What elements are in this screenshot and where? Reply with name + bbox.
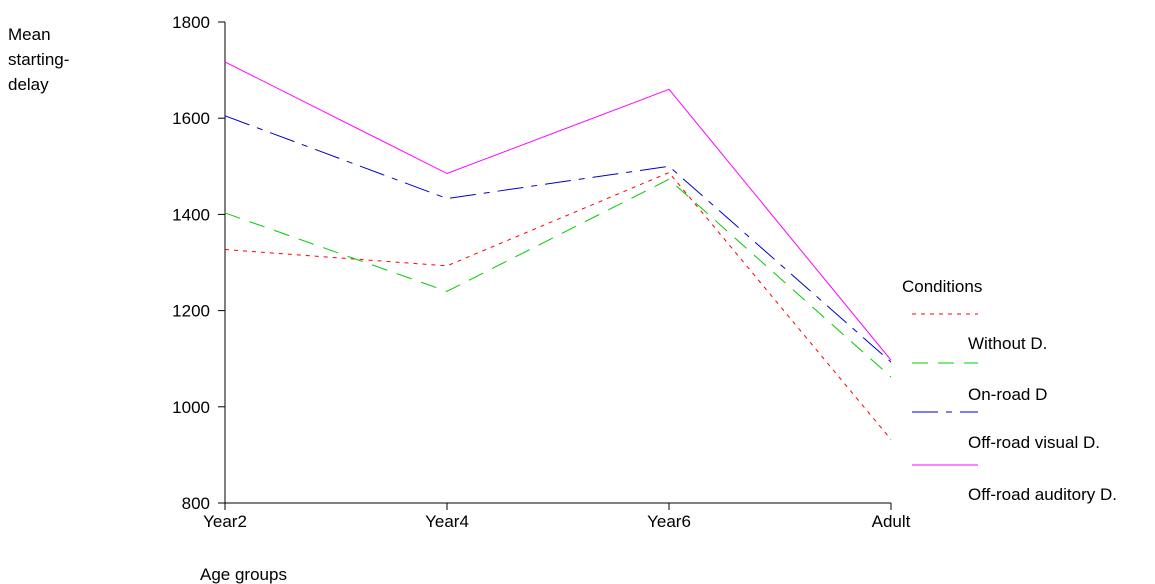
y-axis-label-line-2: starting- <box>8 50 69 69</box>
x-tick-label: Year6 <box>647 512 691 531</box>
series-line-4 <box>224 61 892 361</box>
plot-series <box>224 61 892 440</box>
x-axis-label: Age groups <box>200 565 287 584</box>
legend-title: Conditions <box>902 277 982 296</box>
y-tick-label: 1400 <box>172 205 210 224</box>
y-tick-label: 1000 <box>172 398 210 417</box>
legend: Conditions Without D. On-road D Off-road… <box>902 277 1117 504</box>
legend-label-on-road-d: On-road D <box>968 385 1047 404</box>
series-line-3 <box>224 115 892 363</box>
y-axis-label-line-1: Mean <box>8 25 51 44</box>
y-tick-label: 1800 <box>172 13 210 32</box>
y-ticks: 800 1000 1200 1400 1600 1800 <box>172 13 225 513</box>
legend-swatches <box>912 313 978 466</box>
x-ticks: Year2 Year4 Year6 Adult <box>203 503 911 531</box>
x-tick-label: Year2 <box>203 512 247 531</box>
x-tick-label: Year4 <box>425 512 469 531</box>
x-tick-label: Adult <box>872 512 911 531</box>
series-line-1 <box>224 171 892 440</box>
axes <box>224 22 891 504</box>
legend-label-without-d: Without D. <box>968 334 1047 353</box>
y-tick-label: 800 <box>182 494 210 513</box>
y-axis-label-line-3: delay <box>8 75 49 94</box>
series-line-2 <box>224 178 892 378</box>
legend-label-off-road-auditory-d: Off-road auditory D. <box>968 485 1117 504</box>
y-tick-label: 1200 <box>172 302 210 321</box>
y-tick-label: 1600 <box>172 109 210 128</box>
legend-label-off-road-visual-d: Off-road visual D. <box>968 433 1100 452</box>
